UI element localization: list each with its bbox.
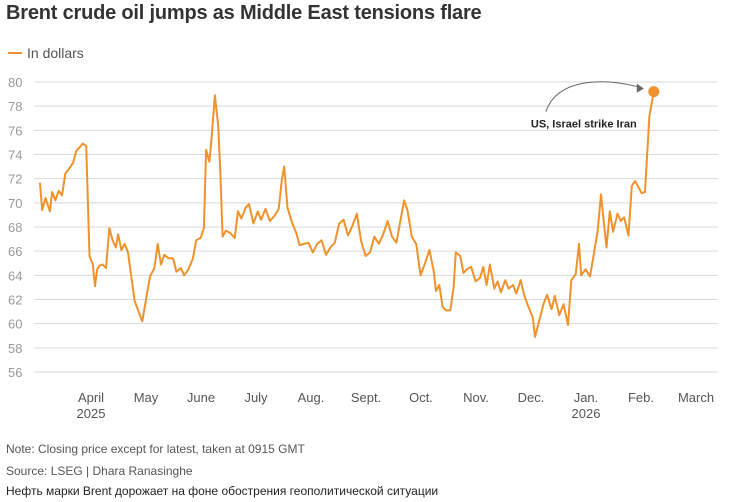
y-tick-label-64: 64 (8, 268, 22, 283)
x-tick-label-june: June (187, 390, 215, 405)
x-tick-label-march: March (678, 390, 714, 405)
y-tick-label-60: 60 (8, 317, 22, 332)
series-line-0 (39, 90, 655, 338)
y-tick-label-68: 68 (8, 220, 22, 235)
legend-line-swatch (8, 52, 22, 54)
x-tick-year-2025: 2025 (77, 406, 106, 421)
y-tick-label-76: 76 (8, 123, 22, 138)
latest-point-marker (648, 86, 660, 98)
x-tick-label-may: May (134, 390, 159, 405)
y-tick-label-56: 56 (8, 365, 22, 380)
x-tick-label-dec: Dec. (518, 390, 545, 405)
chart-note: Note: Closing price except for latest, t… (6, 442, 305, 456)
annotation-arrow-0 (545, 81, 642, 112)
x-tick-year-2026: 2026 (572, 406, 601, 421)
x-tick-label-july: July (244, 390, 268, 405)
legend-label: In dollars (27, 45, 84, 61)
annotation-label-0: US, Israel strike Iran (531, 119, 637, 131)
legend: In dollars (8, 45, 84, 61)
x-tick-label-feb: Feb. (628, 390, 654, 405)
x-tick-label-sept: Sept. (351, 390, 381, 405)
chart-caption: Нефть марки Brent дорожает на фоне обост… (6, 484, 439, 498)
y-tick-label-80: 80 (8, 75, 22, 90)
y-tick-label-70: 70 (8, 196, 22, 211)
y-tick-label-78: 78 (8, 99, 22, 114)
x-tick-label-jan: Jan. (574, 390, 599, 405)
chart-source: Source: LSEG | Dhara Ranasinghe (6, 464, 193, 478)
chart-title: Brent crude oil jumps as Middle East ten… (6, 2, 482, 24)
annotation-arrowhead-0 (636, 83, 644, 93)
x-tick-label-nov: Nov. (463, 390, 489, 405)
x-tick-label-oct: Oct. (409, 390, 433, 405)
y-tick-label-72: 72 (8, 172, 22, 187)
y-tick-label-74: 74 (8, 148, 22, 163)
y-tick-label-58: 58 (8, 341, 22, 356)
x-tick-label-april: April (78, 390, 104, 405)
x-tick-label-aug: Aug. (298, 390, 325, 405)
y-tick-label-66: 66 (8, 244, 22, 259)
y-tick-label-62: 62 (8, 293, 22, 308)
